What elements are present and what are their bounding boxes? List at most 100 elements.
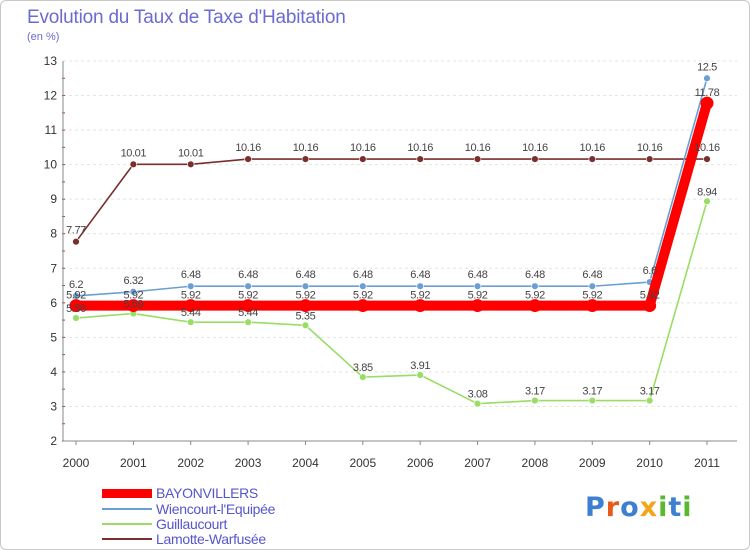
legend-item-wiencourt: Wiencourt-l'Equipée <box>102 501 275 517</box>
data-point <box>588 155 596 163</box>
data-point <box>359 373 367 381</box>
y-tick-label: 8 <box>50 227 57 241</box>
data-label: 10.16 <box>293 142 319 154</box>
data-label: 5.69 <box>123 299 143 311</box>
data-point <box>416 282 424 290</box>
data-label: 10.16 <box>694 142 720 154</box>
data-point <box>301 155 310 163</box>
data-point <box>244 155 252 163</box>
data-point <box>187 282 195 290</box>
x-tick-label: 2004 <box>292 456 319 470</box>
data-label: 5.92 <box>296 290 316 302</box>
data-point <box>588 396 596 405</box>
data-label: 3.85 <box>353 362 373 374</box>
series-line-0 <box>71 98 712 311</box>
data-label: 3.17 <box>525 386 545 398</box>
data-label: 5.44 <box>238 307 258 319</box>
x-tick-label: 2006 <box>407 456 434 470</box>
data-point <box>645 155 654 163</box>
logo-letter: t <box>668 492 683 523</box>
legend-swatch <box>102 488 152 498</box>
data-point <box>531 396 539 405</box>
data-label: 6.48 <box>410 269 430 281</box>
data-label: 10.16 <box>235 142 261 154</box>
data-label: 10.01 <box>121 147 147 159</box>
legend-label: Guillaucourt <box>156 516 228 532</box>
data-point <box>72 237 80 246</box>
data-point <box>187 160 195 168</box>
logo-letter: o <box>620 492 640 523</box>
series-line-1 <box>75 77 708 297</box>
data-point <box>129 288 138 296</box>
data-label: 5.92 <box>410 290 430 302</box>
legend-item-lamotte: Lamotte-Warfusée <box>102 531 266 547</box>
data-label: 10.16 <box>637 142 663 154</box>
y-tick-label: 11 <box>45 123 58 137</box>
x-tick-label: 2005 <box>349 456 376 470</box>
data-point <box>471 299 485 313</box>
data-point <box>416 155 424 163</box>
data-point <box>413 299 427 313</box>
data-point <box>301 321 310 329</box>
data-point <box>585 299 599 313</box>
data-labels-layer: 7.77 10.01 10.01 10.16 10.16 10.16 10.16 10.16 1… <box>66 61 720 400</box>
y-tick-label: 4 <box>50 365 57 379</box>
legend-item-bayonvillers: BAYONVILLERS <box>102 485 258 501</box>
data-point <box>588 282 596 290</box>
series-line-3 <box>75 158 708 243</box>
data-label: 6.48 <box>468 269 488 281</box>
data-point <box>298 299 312 313</box>
y-tick-label: 7 <box>50 261 57 275</box>
y-tick-label: 9 <box>50 192 57 206</box>
data-point <box>359 282 367 290</box>
y-tick-label: 10 <box>44 158 58 172</box>
data-point <box>244 282 252 290</box>
data-point <box>703 74 711 82</box>
data-label: 5.56 <box>66 303 86 315</box>
data-point <box>473 155 482 163</box>
data-label: 5.92 <box>640 290 660 302</box>
data-point <box>528 299 542 313</box>
y-tick-label: 6 <box>50 296 57 310</box>
legend-swatch <box>102 523 152 525</box>
x-tick-label: 2010 <box>636 456 663 470</box>
data-label: 5.92 <box>238 290 258 302</box>
data-point <box>473 399 482 408</box>
data-point <box>703 197 711 205</box>
data-point <box>126 299 140 313</box>
data-point <box>359 155 367 163</box>
data-point <box>69 299 83 313</box>
data-label: 11.78 <box>695 87 720 99</box>
data-label: 6.2 <box>69 279 83 291</box>
data-point <box>244 318 252 326</box>
series-layer <box>69 74 714 408</box>
data-label: 12.5 <box>697 61 717 73</box>
data-point <box>129 160 138 168</box>
data-label: 6.48 <box>353 269 373 281</box>
data-label: 5.92 <box>353 290 373 302</box>
legend-label: Wiencourt-l'Equipée <box>156 501 276 517</box>
y-tick-label: 13 <box>44 54 58 68</box>
logo-letter: P <box>585 492 606 523</box>
data-label: 3.08 <box>468 389 488 401</box>
data-label: 5.92 <box>468 290 488 302</box>
y-tick-label: 2 <box>50 434 57 448</box>
chart-title: Evolution du Taux de Taxe d'Habitation <box>27 7 346 28</box>
data-label: 10.16 <box>407 142 433 154</box>
data-point <box>301 282 310 290</box>
plot-area <box>63 61 737 441</box>
logo-letter: i <box>658 492 669 523</box>
data-point <box>356 299 370 313</box>
data-label: 6.48 <box>181 269 201 281</box>
y-tick-label: 12 <box>44 89 58 103</box>
data-point <box>416 371 424 379</box>
x-tick-label: 2003 <box>235 456 262 470</box>
legend-item-guillaucourt: Guillaucourt <box>102 516 227 532</box>
data-label: 6.48 <box>238 269 258 281</box>
x-tick-label: 2008 <box>522 456 549 470</box>
x-tick-label: 2001 <box>120 456 147 470</box>
proxiti-logo: Proxiti <box>585 492 693 523</box>
data-point <box>72 314 80 322</box>
chart-axes: 2 3 4 5 6 7 8 9 10 11 12 13 2000 2001 2002 2003 2004 2005… <box>44 54 737 470</box>
